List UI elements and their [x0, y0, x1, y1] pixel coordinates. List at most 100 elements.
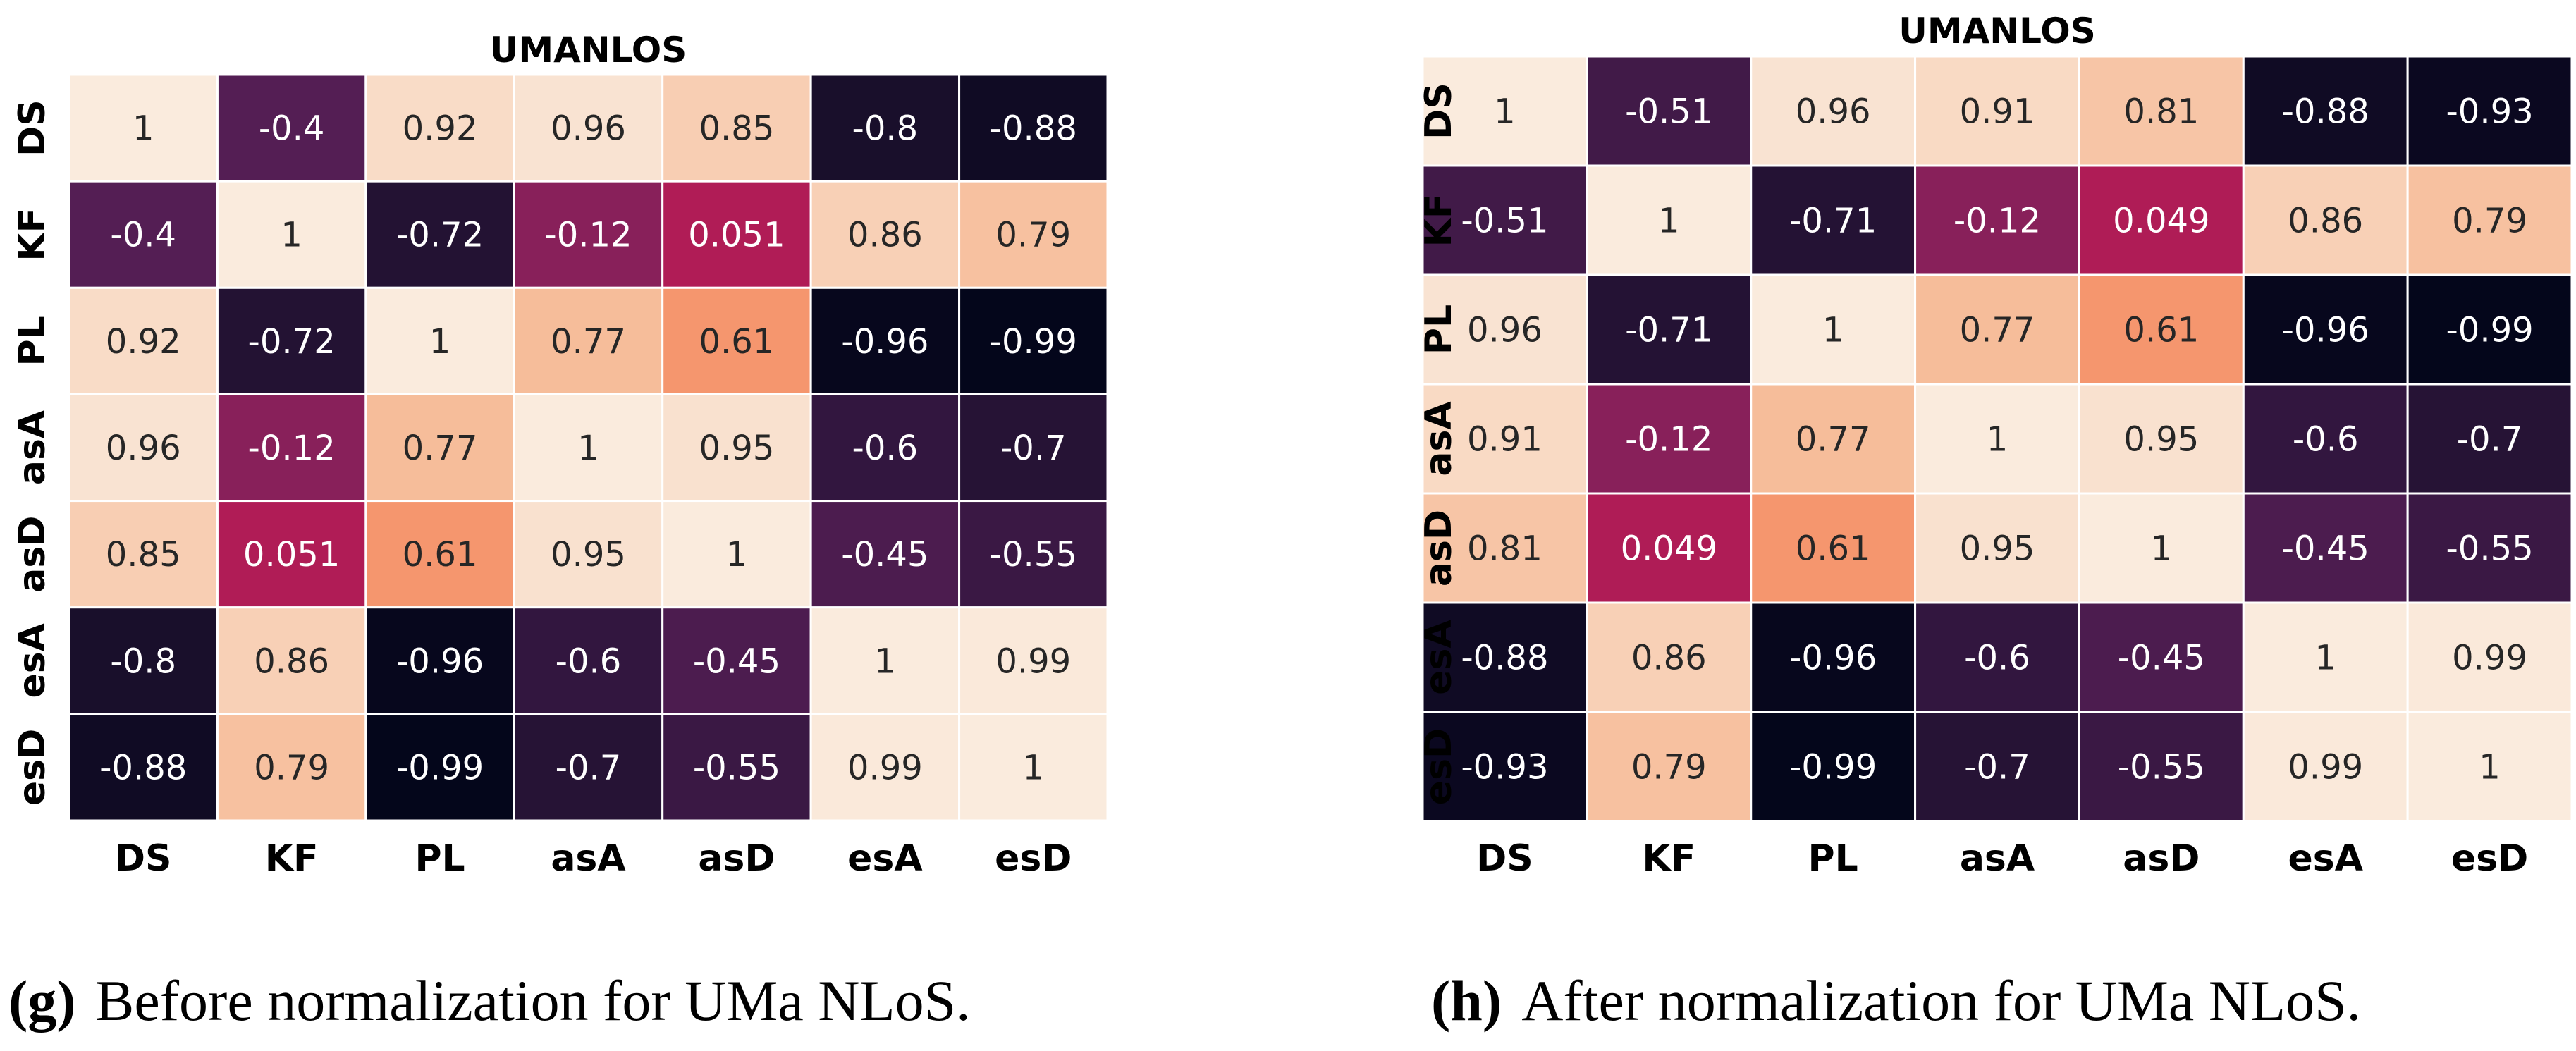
- cell-value-label: 0.96: [106, 429, 181, 468]
- heatmap-cell: [1421, 492, 1588, 604]
- heatmap-cell: [2406, 601, 2573, 713]
- cell-value-label: -0.96: [2282, 311, 2369, 350]
- heatmap-cell: [216, 393, 367, 503]
- chart-title: UMANLOS: [1899, 11, 2096, 51]
- cell-value-label: 0.86: [254, 641, 329, 681]
- heatmap-cell: [661, 180, 812, 289]
- heatmap-cell: [809, 73, 961, 183]
- cell-value-label: -0.7: [556, 748, 622, 787]
- heatmap-cell: [513, 286, 664, 395]
- cell-value-label: 0.049: [1621, 529, 1717, 569]
- cell-value-label: 0.95: [699, 429, 774, 468]
- chart-title: UMANLOS: [490, 30, 687, 70]
- cell-value-label: 0.95: [2123, 420, 2199, 460]
- cell-value-label: -0.7: [1964, 748, 2030, 787]
- y-tick-label: asD: [11, 516, 54, 593]
- cell-value-label: 0.95: [551, 535, 626, 574]
- cell-value-label: 0.86: [1631, 639, 1707, 678]
- heatmap-cell: [2078, 273, 2245, 386]
- heatmap-cell: [216, 606, 367, 715]
- heatmap-cell: [809, 286, 961, 395]
- cell-value-label: -0.45: [2118, 639, 2205, 678]
- cell-value-label: -0.72: [396, 216, 484, 255]
- y-tick-label: esA: [11, 623, 54, 698]
- cell-value-label: 0.051: [243, 535, 340, 574]
- y-tick-label: esA: [1418, 620, 1460, 694]
- cell-value-label: -0.55: [693, 748, 780, 787]
- cell-value-label: -0.12: [544, 216, 632, 255]
- cell-value-label: 1: [577, 429, 599, 468]
- heatmap-cell: [68, 606, 219, 715]
- cell-value-label: 0.92: [403, 109, 478, 149]
- cell-value-label: 0.92: [106, 322, 181, 362]
- cell-value-label: -0.45: [693, 641, 780, 681]
- heatmap-cell: [1421, 601, 1588, 713]
- cell-value-label: 0.81: [2123, 92, 2199, 132]
- heatmap-cell: [958, 713, 1109, 822]
- cell-value-label: -0.55: [990, 535, 1077, 574]
- cell-value-label: 0.61: [699, 322, 774, 362]
- cell-value-label: -0.99: [2446, 311, 2533, 350]
- heatmap-cell: [2406, 383, 2573, 495]
- heatmap-cell: [661, 606, 812, 715]
- caption-text: After normalization for UMa NLoS.: [1521, 969, 2361, 1033]
- heatmap-cell: [1750, 711, 1917, 823]
- cell-value-label: -0.96: [1789, 639, 1877, 678]
- heatmap-cell: [513, 606, 664, 715]
- cell-value-label: -0.45: [2282, 529, 2369, 569]
- cell-value-label: -0.6: [1964, 639, 2030, 678]
- heatmap-cell: [2078, 492, 2245, 604]
- cell-value-label: -0.88: [1461, 639, 1548, 678]
- cell-value-label: -0.8: [852, 109, 919, 149]
- heatmap-cell: [1750, 601, 1917, 713]
- cell-value-label: 1: [1658, 202, 1680, 241]
- cell-value-label: -0.4: [110, 216, 176, 255]
- heatmap-cell: [68, 500, 219, 609]
- heatmap-cell: [364, 180, 515, 289]
- cell-value-label: 1: [1494, 92, 1516, 132]
- cell-value-label: -0.7: [2457, 420, 2523, 460]
- y-tick-label: KF: [11, 208, 54, 262]
- heatmap-cell: [2242, 55, 2409, 167]
- heatmap-cell: [958, 393, 1109, 503]
- heatmap-cell: [364, 500, 515, 609]
- cell-value-label: 0.91: [1467, 420, 1542, 460]
- heatmap-cell: [216, 286, 367, 395]
- x-tick-label: PL: [1808, 837, 1858, 880]
- cell-value-label: 1: [2479, 748, 2501, 787]
- heatmap-cell: [68, 73, 219, 183]
- x-tick-label: KF: [265, 837, 319, 880]
- cell-value-label: 0.85: [699, 109, 774, 149]
- cell-value-label: 0.61: [2123, 311, 2199, 350]
- heatmap-cell: [661, 286, 812, 395]
- heatmap-cell: [364, 286, 515, 395]
- heatmap-cell: [1914, 55, 2080, 167]
- cell-value-label: 0.99: [2288, 748, 2363, 787]
- heatmap-before: UMANLOS 1 -0.4 0.92 0.96 0.85 -0.8 -0.88 -0.4 1 -0…: [8, 30, 1109, 1033]
- cell-value-label: 0.77: [403, 429, 478, 468]
- heatmap-cell: [513, 393, 664, 503]
- x-tick-label: DS: [115, 837, 172, 880]
- y-tick-label: DS: [11, 99, 54, 156]
- heatmap-cell: [2242, 711, 2409, 823]
- cell-value-label: -0.6: [556, 641, 622, 681]
- cell-value-label: 0.96: [1796, 92, 1871, 132]
- heatmap-cell: [2078, 383, 2245, 495]
- cell-value-label: 0.049: [2113, 202, 2209, 241]
- heatmap-cell: [2078, 164, 2245, 276]
- cell-value-label: 0.95: [1960, 529, 2035, 569]
- cell-value-label: 0.77: [551, 322, 626, 362]
- cell-value-label: 0.99: [847, 748, 923, 787]
- cell-value-label: 0.96: [551, 109, 626, 149]
- heatmap-cell: [364, 73, 515, 183]
- heatmap-cell: [2406, 711, 2573, 823]
- heatmap-cell: [1750, 273, 1917, 386]
- heatmap-cell: [68, 393, 219, 503]
- cell-value-label: 0.85: [106, 535, 181, 574]
- cell-value-label: 0.86: [2288, 202, 2363, 241]
- cell-value-label: -0.99: [990, 322, 1077, 362]
- cell-value-label: -0.12: [248, 429, 336, 468]
- cell-value-label: -0.93: [2446, 92, 2533, 132]
- cell-value-label: 1: [429, 322, 451, 362]
